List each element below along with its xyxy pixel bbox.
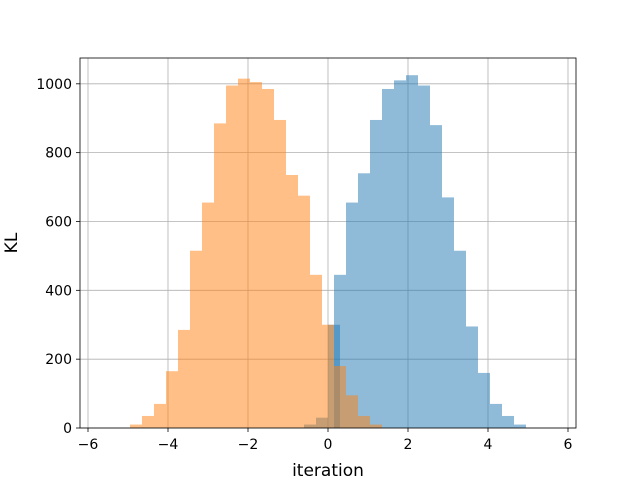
histogram-bar xyxy=(370,424,382,428)
y-axis-label: KL xyxy=(2,232,22,253)
histogram-bar xyxy=(250,82,262,429)
x-tick-label: 6 xyxy=(564,437,573,453)
histogram-bar xyxy=(358,173,370,428)
histogram-bar xyxy=(286,175,298,428)
histogram-bar xyxy=(418,85,430,428)
axis-ticks: −6 −4 −2 0 2 4 6 0 200 400 600 800 1000 xyxy=(36,77,572,453)
x-tick-label: −4 xyxy=(158,437,179,453)
x-tick-label: −2 xyxy=(238,437,259,453)
histogram-bar xyxy=(226,85,238,428)
histogram-bar xyxy=(190,250,202,428)
histogram-bar xyxy=(478,372,490,428)
histogram-bar xyxy=(298,195,310,428)
histogram-bar xyxy=(130,424,142,428)
histogram-bar xyxy=(406,75,418,429)
y-tick-label: 800 xyxy=(45,146,72,162)
y-tick-label: 200 xyxy=(45,352,72,368)
histogram-bar xyxy=(154,403,166,428)
histogram-bar xyxy=(274,119,286,428)
x-tick-label: −6 xyxy=(78,437,99,453)
histogram-bar xyxy=(262,88,274,428)
x-axis-label: iteration xyxy=(292,461,364,480)
histogram-bar xyxy=(142,415,154,428)
histogram-bar xyxy=(346,202,358,428)
histogram-bar xyxy=(322,324,334,428)
histogram-bar xyxy=(454,250,466,428)
histogram-bar xyxy=(442,197,454,428)
histogram-bar xyxy=(310,274,322,428)
histogram-bar xyxy=(490,403,502,428)
histogram-bar xyxy=(178,329,190,428)
histogram-bar xyxy=(466,326,478,428)
histogram-bar xyxy=(238,78,250,429)
x-tick-label: 4 xyxy=(484,437,493,453)
histogram-bar xyxy=(202,202,214,428)
histogram-series-1 xyxy=(130,78,382,429)
histogram-bar xyxy=(502,415,514,428)
histogram-bar xyxy=(394,80,406,428)
histogram-bar xyxy=(214,123,226,428)
y-tick-label: 600 xyxy=(45,214,72,230)
y-tick-label: 400 xyxy=(45,283,72,299)
y-tick-label: 1000 xyxy=(36,77,72,93)
histogram-series-0 xyxy=(304,75,526,429)
histogram-bar xyxy=(334,366,346,428)
histogram-bar xyxy=(382,88,394,428)
y-tick-label: 0 xyxy=(63,421,72,437)
x-tick-label: 0 xyxy=(324,437,333,453)
histogram-bar xyxy=(514,424,526,428)
histogram-bar xyxy=(430,125,442,429)
histogram-bar xyxy=(358,415,370,428)
histogram-bar xyxy=(346,395,358,428)
histogram-bar xyxy=(370,119,382,428)
histogram-bar xyxy=(166,371,178,428)
x-tick-label: 2 xyxy=(404,437,413,453)
histogram-bars xyxy=(130,75,526,429)
